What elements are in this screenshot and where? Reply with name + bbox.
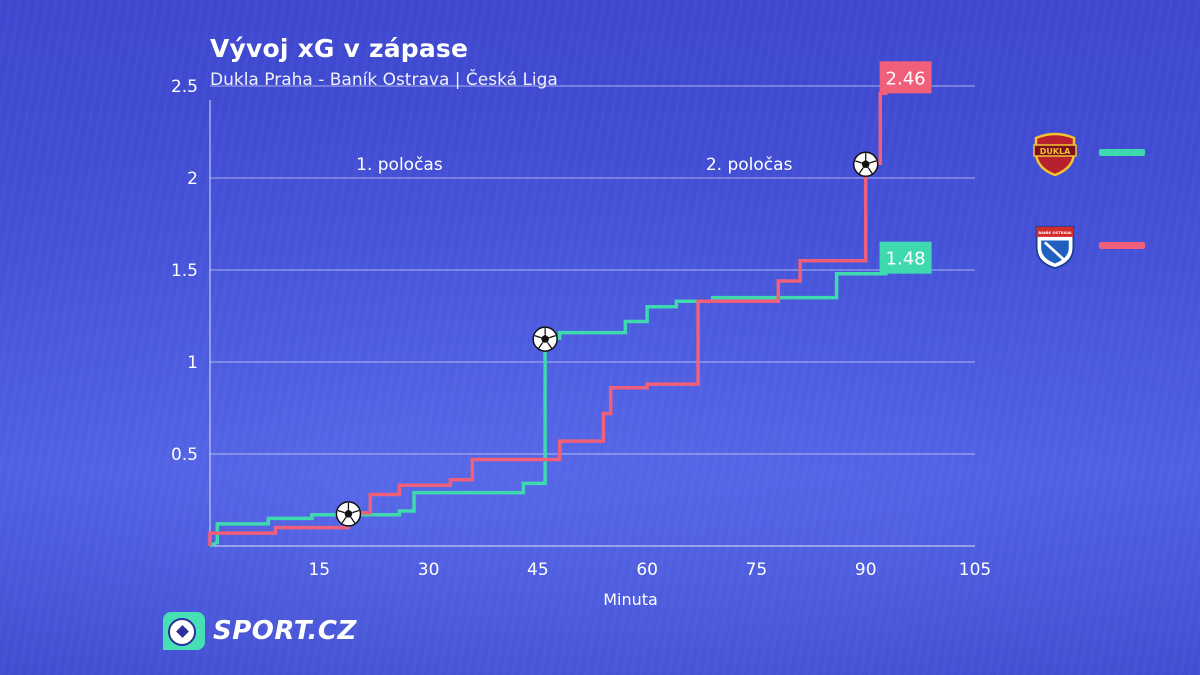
- x-tick-label: 60: [636, 560, 658, 580]
- final-value-label: 1.48: [886, 249, 926, 270]
- half-annotation: 2. poločas: [706, 155, 793, 175]
- dukla-crest-icon: DUKLA: [1033, 132, 1077, 176]
- half-annotation: 1. poločas: [356, 155, 443, 175]
- x-tick-label: 105: [959, 560, 991, 580]
- y-tick-label: 2: [187, 169, 198, 189]
- chart-title: Vývoj xG v zápase: [210, 34, 469, 63]
- series-line-dukla-praha: [209, 271, 888, 548]
- brand-name: SPORT.CZ: [213, 616, 357, 646]
- goal-ball-icon: [852, 151, 879, 178]
- x-tick-label: 15: [308, 560, 330, 580]
- final-value-label: 2.46: [886, 68, 926, 89]
- x-tick-label: 90: [855, 560, 877, 580]
- y-tick-label: 0.5: [171, 445, 198, 465]
- final-value-box: [879, 241, 932, 274]
- dukla-logo-text: DUKLA: [1040, 147, 1071, 156]
- y-tick-label: 2.5: [171, 77, 198, 97]
- goal-ball-icon: [335, 501, 362, 527]
- goal-ball-icon: [532, 326, 558, 352]
- banik-crest-icon: BANÍK OSTRAVA: [1035, 225, 1075, 270]
- x-tick-label: 75: [746, 560, 768, 580]
- y-tick-label: 1: [187, 353, 198, 373]
- legend-line-dukla: [1099, 149, 1145, 156]
- final-value-box: [879, 61, 932, 94]
- legend-line-banik: [1099, 242, 1145, 249]
- x-tick-label: 30: [418, 560, 440, 580]
- y-tick-label: 1.5: [171, 261, 198, 281]
- sport-cz-logo: SPORT.CZ: [163, 612, 357, 650]
- banik-logo-text: BANÍK OSTRAVA: [1038, 230, 1071, 235]
- soccer-ball-logo-icon: [163, 612, 205, 650]
- x-axis-label: Minuta: [603, 590, 658, 609]
- chart-subtitle: Dukla Praha - Baník Ostrava | Česká Liga: [210, 70, 558, 90]
- x-tick-label: 45: [527, 560, 549, 580]
